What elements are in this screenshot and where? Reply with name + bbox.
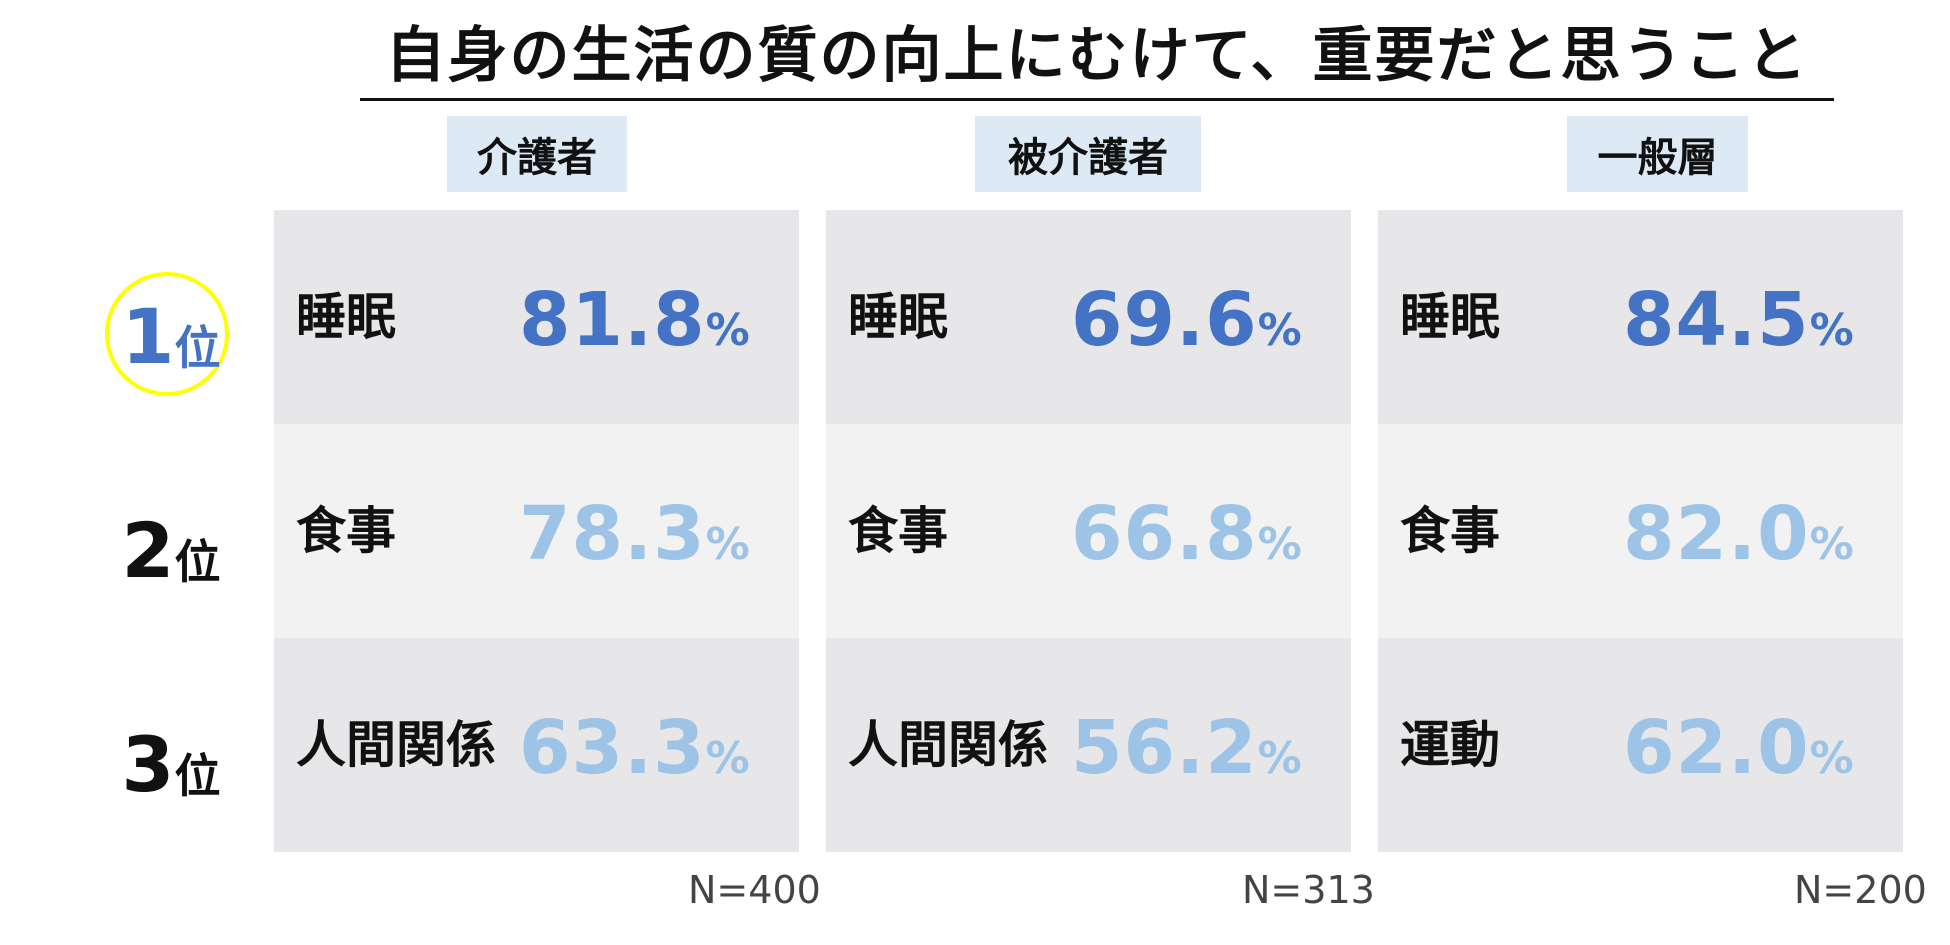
rank-suffix: 位 <box>174 535 221 589</box>
item-label: 睡眠 <box>296 288 396 346</box>
value-number: 62.0 <box>1623 705 1810 791</box>
item-value: 78.3% <box>519 424 750 638</box>
value-number: 78.3 <box>519 491 706 577</box>
cell-rank-3: 運動 62.0% <box>1378 638 1903 852</box>
sample-size-general: N=200 <box>1794 868 1927 912</box>
value-number: 66.8 <box>1071 491 1258 577</box>
cell-rank-1: 睡眠 69.6% <box>826 210 1351 424</box>
item-value: 81.8% <box>519 210 750 424</box>
percent-sign: % <box>705 305 750 356</box>
item-value: 62.0% <box>1623 638 1854 852</box>
value-number: 82.0 <box>1623 491 1810 577</box>
percent-sign: % <box>1809 519 1854 570</box>
rank-number: 1 <box>121 292 175 381</box>
group-header-caregiver: 介護者 <box>447 116 627 192</box>
cell-rank-2: 食事 66.8% <box>826 424 1351 638</box>
item-value: 56.2% <box>1071 638 1302 852</box>
cell-rank-2: 食事 78.3% <box>274 424 799 638</box>
sample-size-care-recipient: N=313 <box>1242 868 1375 912</box>
item-label: 食事 <box>296 502 396 560</box>
item-label: 睡眠 <box>848 288 948 346</box>
panel-general: 睡眠 84.5% 食事 82.0% 運動 62.0% <box>1378 210 1903 852</box>
percent-sign: % <box>1257 305 1302 356</box>
cell-rank-3: 人間関係 56.2% <box>826 638 1351 852</box>
rank-1-highlight-circle <box>105 272 229 396</box>
percent-sign: % <box>1809 733 1854 784</box>
cell-rank-3: 人間関係 63.3% <box>274 638 799 852</box>
sample-size-caregiver: N=400 <box>688 868 821 912</box>
value-number: 63.3 <box>519 705 706 791</box>
chart-title: 自身の生活の質の向上にむけて、重要だと思うこと <box>360 16 1834 101</box>
value-number: 69.6 <box>1071 277 1258 363</box>
item-value: 84.5% <box>1623 210 1854 424</box>
cell-rank-1: 睡眠 81.8% <box>274 210 799 424</box>
cell-rank-1: 睡眠 84.5% <box>1378 210 1903 424</box>
rank-suffix: 位 <box>174 749 221 803</box>
rank-suffix: 位 <box>174 321 221 375</box>
value-number: 56.2 <box>1071 705 1258 791</box>
percent-sign: % <box>1257 733 1302 784</box>
percent-sign: % <box>705 733 750 784</box>
rank-number: 3 <box>121 720 175 809</box>
rank-number: 2 <box>121 506 175 595</box>
panel-caregiver: 睡眠 81.8% 食事 78.3% 人間関係 63.3% <box>274 210 799 852</box>
panel-care-recipient: 睡眠 69.6% 食事 66.8% 人間関係 56.2% <box>826 210 1351 852</box>
item-label: 運動 <box>1400 716 1500 774</box>
value-number: 81.8 <box>519 277 706 363</box>
item-value: 63.3% <box>519 638 750 852</box>
item-value: 69.6% <box>1071 210 1302 424</box>
percent-sign: % <box>1809 305 1854 356</box>
item-label: 人間関係 <box>848 716 1048 774</box>
group-header-general: 一般層 <box>1567 116 1748 192</box>
group-header-care-recipient: 被介護者 <box>975 116 1201 192</box>
item-label: 人間関係 <box>296 716 496 774</box>
item-value: 66.8% <box>1071 424 1302 638</box>
item-value: 82.0% <box>1623 424 1854 638</box>
item-label: 睡眠 <box>1400 288 1500 346</box>
item-label: 食事 <box>1400 502 1500 560</box>
value-number: 84.5 <box>1623 277 1810 363</box>
item-label: 食事 <box>848 502 948 560</box>
cell-rank-2: 食事 82.0% <box>1378 424 1903 638</box>
percent-sign: % <box>705 519 750 570</box>
percent-sign: % <box>1257 519 1302 570</box>
